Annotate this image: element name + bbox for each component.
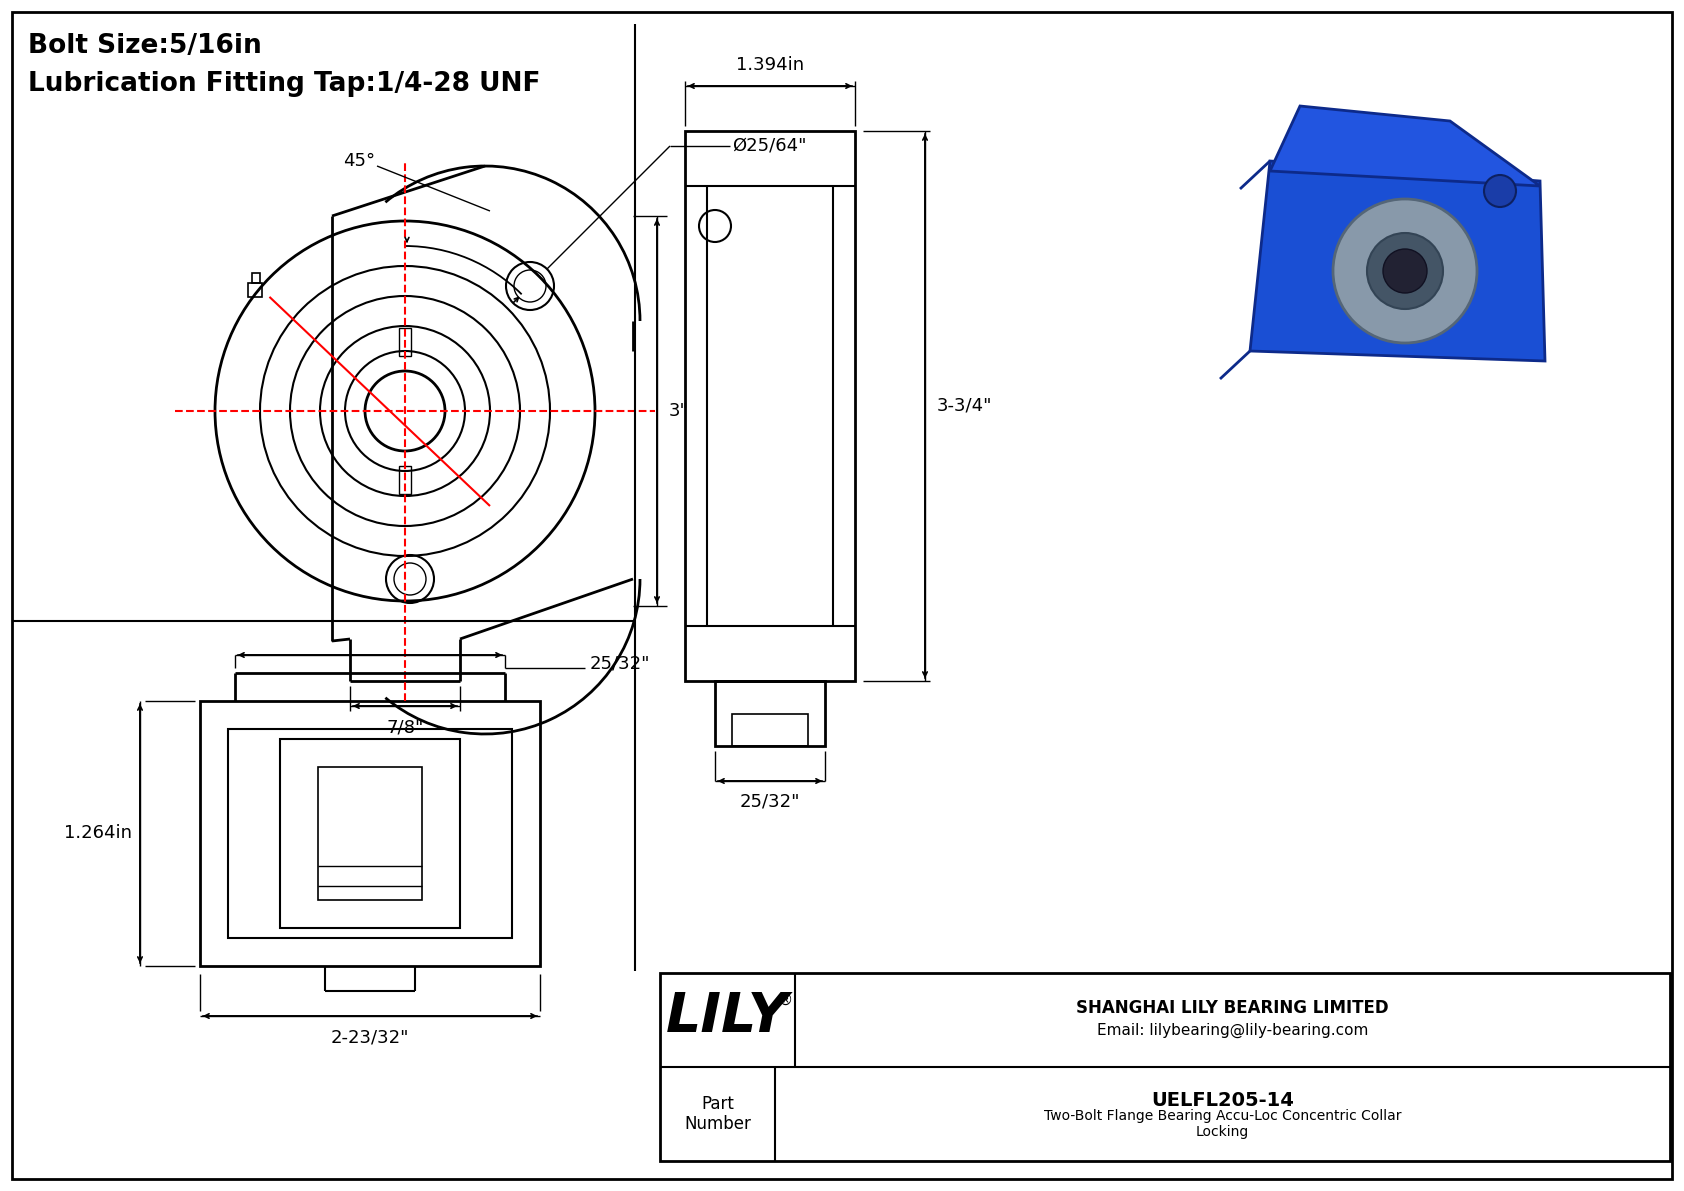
- Text: UELFL205-14: UELFL205-14: [1152, 1091, 1293, 1110]
- Bar: [200, 701, 541, 966]
- Bar: [227, 729, 512, 939]
- Text: ®: ®: [778, 992, 793, 1008]
- Bar: [685, 131, 855, 681]
- Circle shape: [1383, 249, 1426, 293]
- Text: Part
Number: Part Number: [684, 1095, 751, 1134]
- Text: 25/32": 25/32": [589, 654, 650, 672]
- Text: Ø25/64": Ø25/64": [733, 137, 807, 155]
- Polygon shape: [1270, 106, 1539, 186]
- Circle shape: [1484, 175, 1516, 207]
- Text: 2-23/32": 2-23/32": [330, 1028, 409, 1046]
- Bar: [660, 973, 1671, 1161]
- Text: 45°: 45°: [344, 152, 376, 170]
- Bar: [733, 713, 808, 746]
- Bar: [399, 328, 411, 356]
- Text: 25/32": 25/32": [739, 793, 800, 811]
- Text: SHANGHAI LILY BEARING LIMITED: SHANGHAI LILY BEARING LIMITED: [1076, 999, 1389, 1017]
- Text: Email: lilybearing@lily-bearing.com: Email: lilybearing@lily-bearing.com: [1096, 1022, 1367, 1037]
- Text: 3-3/4": 3-3/4": [936, 397, 992, 414]
- Text: 1.394in: 1.394in: [736, 56, 803, 74]
- Text: Lubrication Fitting Tap:1/4-28 UNF: Lubrication Fitting Tap:1/4-28 UNF: [29, 71, 541, 96]
- Text: 7/8": 7/8": [386, 718, 424, 736]
- Text: Two-Bolt Flange Bearing Accu-Loc Concentric Collar
Locking: Two-Bolt Flange Bearing Accu-Loc Concent…: [1044, 1109, 1401, 1139]
- Text: Bolt Size:5/16in: Bolt Size:5/16in: [29, 33, 261, 60]
- Text: LILY: LILY: [665, 990, 790, 1045]
- Bar: [280, 738, 460, 928]
- Bar: [249, 283, 263, 297]
- Bar: [399, 466, 411, 494]
- Text: 3": 3": [669, 403, 689, 420]
- Bar: [716, 681, 825, 746]
- Circle shape: [1334, 199, 1477, 343]
- Text: 1.264in: 1.264in: [64, 824, 131, 842]
- Bar: [253, 273, 261, 283]
- Circle shape: [1367, 233, 1443, 308]
- Polygon shape: [1250, 161, 1544, 361]
- Bar: [318, 767, 423, 900]
